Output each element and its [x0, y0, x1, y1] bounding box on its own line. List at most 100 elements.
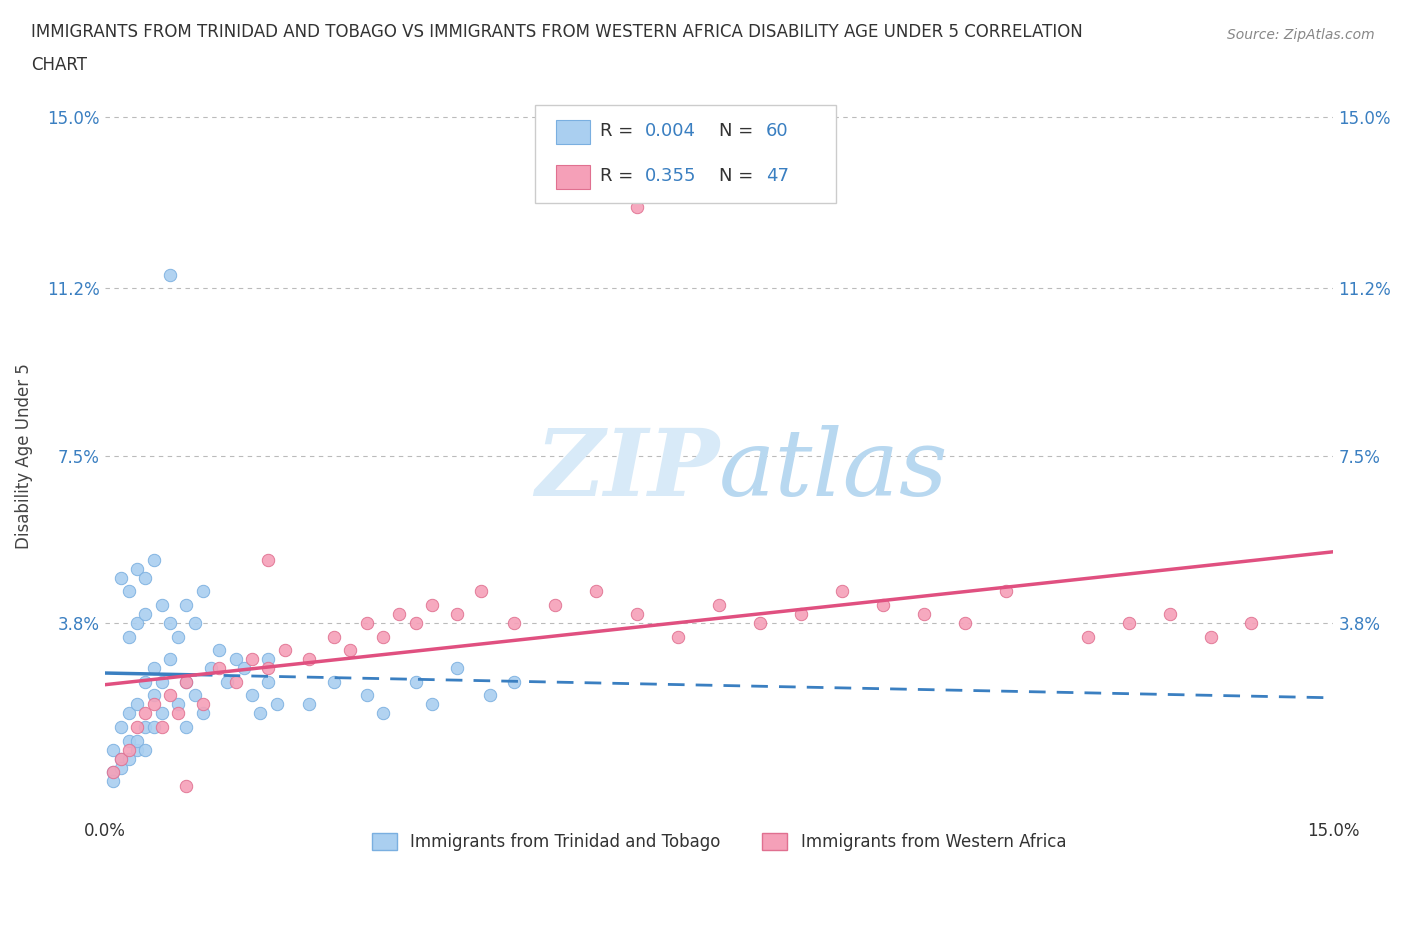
Point — [200, 661, 222, 676]
Point — [159, 688, 181, 703]
Point — [176, 674, 198, 689]
Point — [142, 661, 165, 676]
Point — [626, 200, 648, 215]
Text: 0.355: 0.355 — [645, 167, 697, 185]
Text: atlas: atlas — [718, 425, 949, 515]
Point — [232, 661, 254, 676]
FancyBboxPatch shape — [534, 105, 835, 203]
Point — [339, 643, 361, 658]
Point — [191, 706, 214, 721]
Point — [118, 742, 141, 757]
Point — [176, 674, 198, 689]
Point — [405, 674, 427, 689]
Y-axis label: Disability Age Under 5: Disability Age Under 5 — [15, 363, 32, 549]
Point — [134, 674, 156, 689]
Text: 47: 47 — [766, 167, 789, 185]
Point — [356, 616, 378, 631]
Point — [167, 629, 190, 644]
Point — [1159, 606, 1181, 621]
Point — [134, 570, 156, 585]
Point — [446, 606, 468, 621]
Point — [127, 697, 149, 711]
Point — [872, 597, 894, 612]
Point — [240, 688, 263, 703]
FancyBboxPatch shape — [555, 120, 591, 144]
Point — [503, 674, 526, 689]
Point — [127, 733, 149, 748]
Point — [257, 661, 280, 676]
Point — [150, 706, 173, 721]
Point — [322, 674, 344, 689]
Point — [831, 584, 853, 599]
Point — [666, 629, 689, 644]
Point — [503, 616, 526, 631]
Point — [110, 570, 132, 585]
Point — [167, 706, 190, 721]
Point — [322, 629, 344, 644]
Point — [208, 661, 231, 676]
Text: R =: R = — [600, 122, 638, 140]
Point — [142, 720, 165, 735]
Text: R =: R = — [600, 167, 638, 185]
Point — [1077, 629, 1099, 644]
Point — [208, 643, 231, 658]
Point — [159, 268, 181, 283]
Text: N =: N = — [718, 167, 759, 185]
Point — [134, 706, 156, 721]
Point — [257, 552, 280, 567]
Point — [150, 597, 173, 612]
Point — [101, 774, 124, 789]
Point — [371, 706, 394, 721]
Point — [446, 661, 468, 676]
Point — [127, 742, 149, 757]
Point — [127, 720, 149, 735]
Point — [405, 616, 427, 631]
Text: 60: 60 — [766, 122, 789, 140]
Point — [150, 674, 173, 689]
Point — [142, 688, 165, 703]
Point — [134, 742, 156, 757]
Point — [134, 606, 156, 621]
Point — [176, 720, 198, 735]
Point — [167, 697, 190, 711]
Point — [134, 720, 156, 735]
Point — [257, 652, 280, 667]
Point — [191, 584, 214, 599]
Point — [1240, 616, 1263, 631]
Point — [225, 652, 247, 667]
Point — [257, 674, 280, 689]
Point — [274, 643, 297, 658]
Point — [912, 606, 935, 621]
FancyBboxPatch shape — [555, 165, 591, 190]
Point — [249, 706, 271, 721]
Legend: Immigrants from Trinidad and Tobago, Immigrants from Western Africa: Immigrants from Trinidad and Tobago, Imm… — [364, 825, 1074, 859]
Point — [470, 584, 492, 599]
Text: IMMIGRANTS FROM TRINIDAD AND TOBAGO VS IMMIGRANTS FROM WESTERN AFRICA DISABILITY: IMMIGRANTS FROM TRINIDAD AND TOBAGO VS I… — [31, 23, 1083, 41]
Point — [298, 652, 321, 667]
Point — [110, 751, 132, 766]
Point — [544, 597, 567, 612]
Point — [478, 688, 501, 703]
Point — [994, 584, 1017, 599]
Point — [150, 720, 173, 735]
Point — [127, 562, 149, 577]
Point — [142, 697, 165, 711]
Point — [101, 764, 124, 779]
Point — [585, 584, 607, 599]
Point — [118, 706, 141, 721]
Point — [118, 751, 141, 766]
Point — [118, 629, 141, 644]
Text: 0.004: 0.004 — [645, 122, 696, 140]
Point — [176, 597, 198, 612]
Point — [626, 606, 648, 621]
Point — [1199, 629, 1222, 644]
Point — [225, 674, 247, 689]
Point — [217, 674, 239, 689]
Text: N =: N = — [718, 122, 759, 140]
Point — [110, 720, 132, 735]
Point — [298, 697, 321, 711]
Point — [101, 764, 124, 779]
Point — [371, 629, 394, 644]
Point — [953, 616, 976, 631]
Point — [159, 616, 181, 631]
